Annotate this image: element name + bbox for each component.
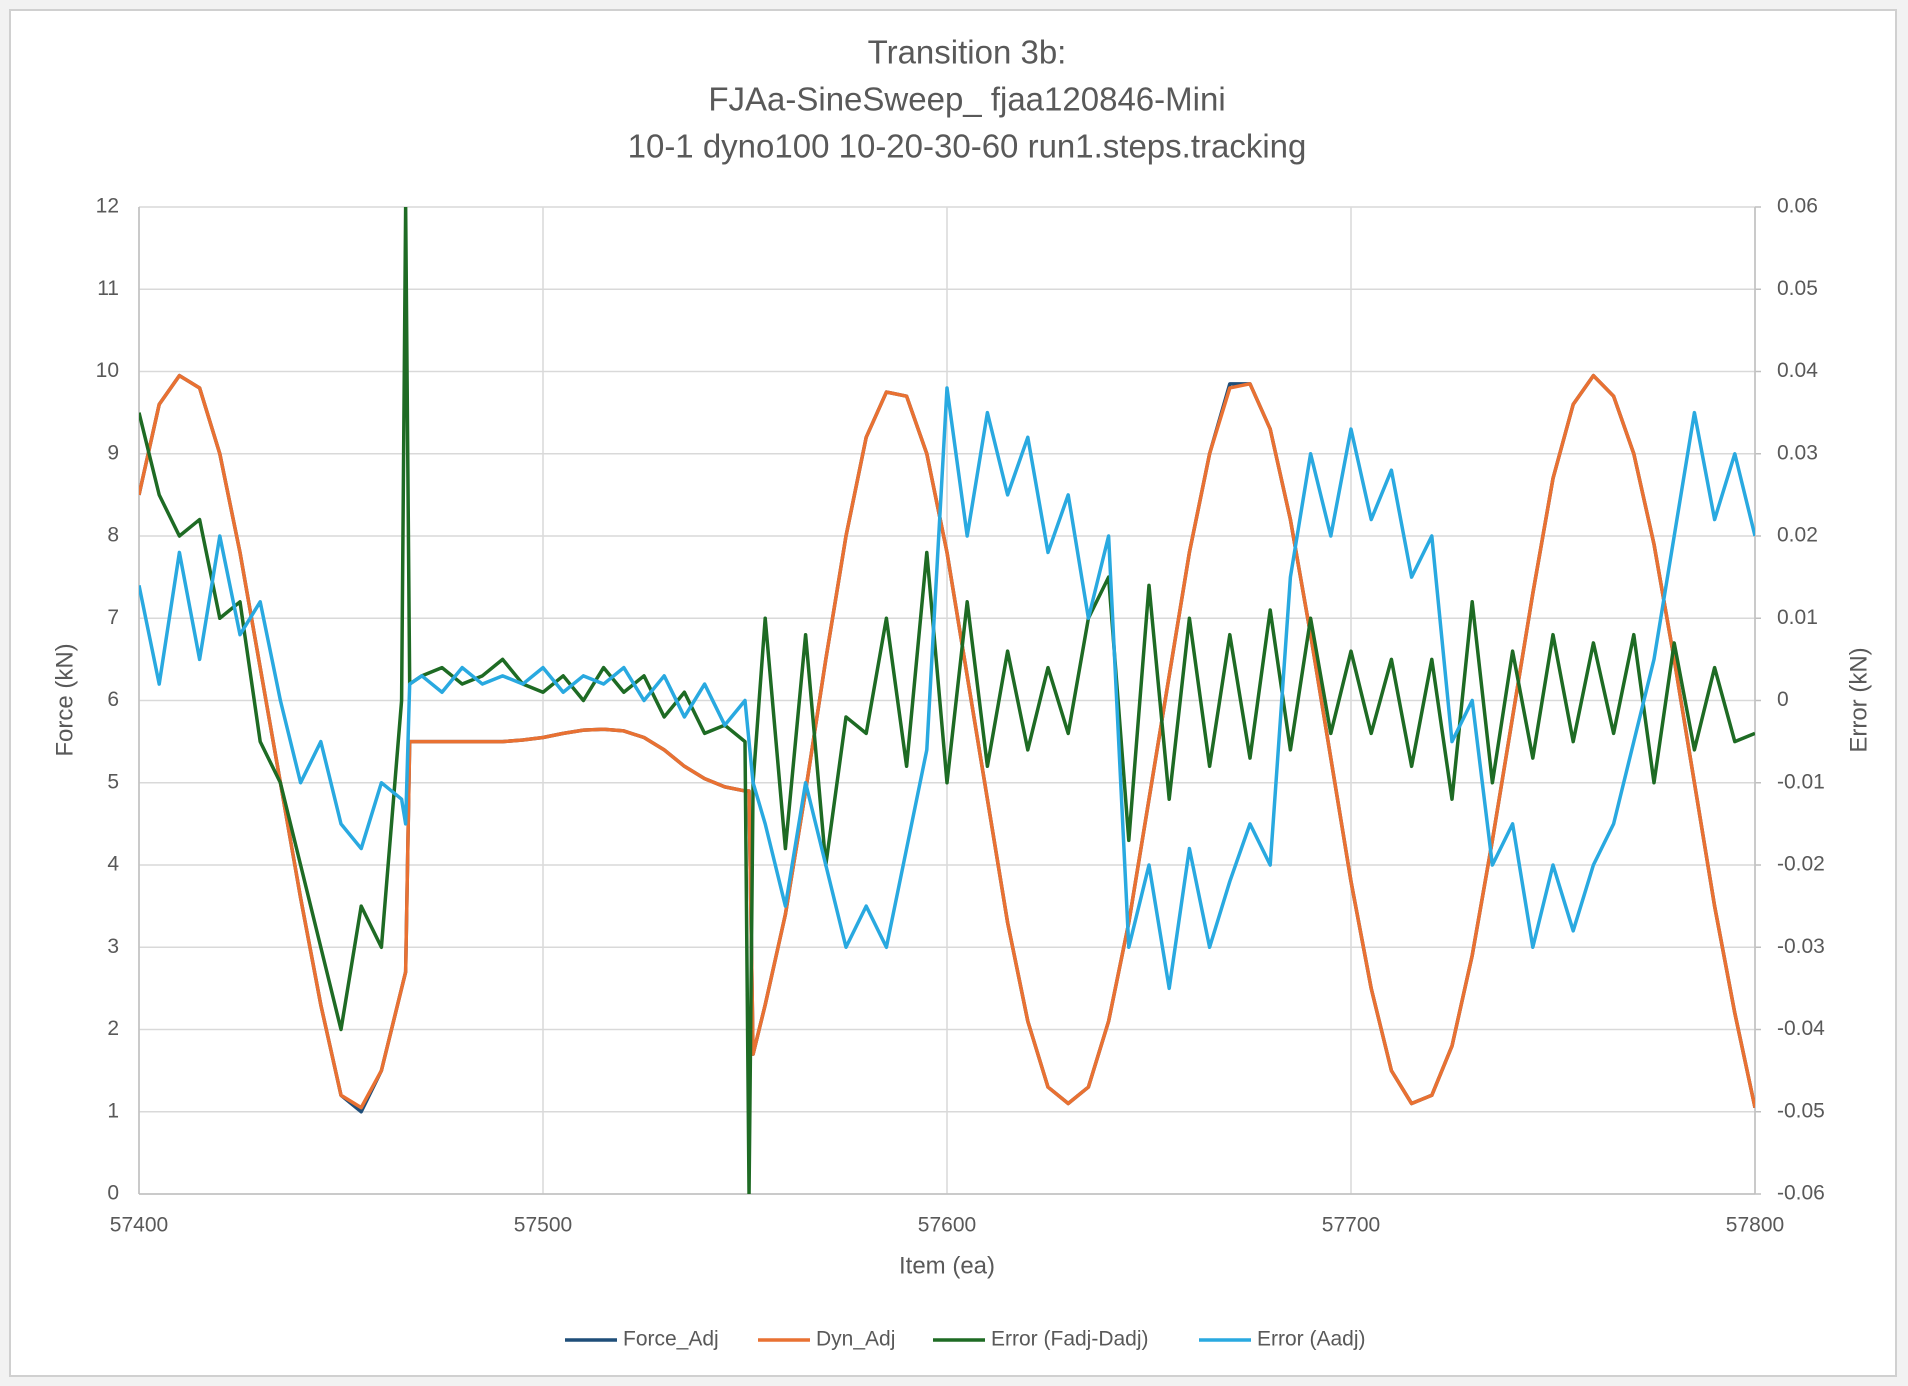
y-axis-title: Force (kN) [51, 643, 78, 756]
y-tick-label: 5 [107, 770, 119, 793]
y2-tick-label: 0.02 [1777, 524, 1818, 547]
legend-label: Dyn_Adj [816, 1328, 895, 1351]
y2-tick-label: 0.01 [1777, 606, 1818, 629]
y-tick-label: 10 [96, 359, 119, 382]
x-tick-label: 57600 [918, 1214, 976, 1237]
legend-label: Error (Fadj-Dadj) [991, 1328, 1149, 1351]
y-tick-label: 1 [107, 1099, 119, 1122]
y-tick-label: 3 [107, 935, 119, 958]
y2-tick-label: -0.01 [1777, 770, 1825, 793]
chart-title: 10-1 dyno100 10-20-30-60 run1.steps.trac… [628, 128, 1307, 165]
chart-frame [9, 9, 1897, 1377]
y-tick-label: 11 [97, 277, 119, 300]
x-axis-title: Item (ea) [899, 1252, 995, 1279]
y-tick-label: 4 [107, 853, 119, 876]
y2-tick-label: 0.03 [1777, 441, 1818, 464]
y2-tick-label: -0.06 [1777, 1182, 1825, 1205]
legend-label: Force_Adj [623, 1328, 719, 1351]
y-tick-label: 7 [107, 606, 119, 629]
series-line [139, 207, 1755, 1194]
x-tick-label: 57700 [1322, 1214, 1380, 1237]
y-tick-label: 2 [107, 1017, 119, 1040]
y2-tick-label: 0.04 [1777, 359, 1818, 382]
chart-title: FJAa-SineSweep_ fjaa120846-Mini [708, 81, 1225, 118]
y-tick-label: 9 [107, 441, 119, 464]
y2-tick-label: -0.03 [1777, 935, 1825, 958]
y2-axis-title: Error (kN) [1845, 647, 1872, 752]
x-tick-label: 57800 [1726, 1214, 1784, 1237]
y2-tick-label: -0.05 [1777, 1099, 1825, 1122]
y2-tick-label: -0.02 [1777, 853, 1825, 876]
y2-tick-label: 0.06 [1777, 195, 1818, 218]
plot-area [139, 207, 1755, 1194]
y2-tick-label: 0 [1777, 688, 1789, 711]
y-tick-label: 6 [107, 688, 119, 711]
y2-tick-label: -0.04 [1777, 1017, 1825, 1040]
series-line [139, 386, 1755, 991]
legend-label: Error (Aadj) [1257, 1328, 1366, 1351]
y-tick-label: 0 [107, 1182, 119, 1205]
y-tick-label: 12 [96, 195, 119, 218]
series-line [139, 373, 1755, 1110]
chart-title: Transition 3b: [868, 34, 1067, 71]
x-tick-label: 57400 [110, 1214, 168, 1237]
y-tick-label: 8 [107, 524, 119, 547]
y2-tick-label: 0.05 [1777, 277, 1818, 300]
x-tick-label: 57500 [514, 1214, 572, 1237]
